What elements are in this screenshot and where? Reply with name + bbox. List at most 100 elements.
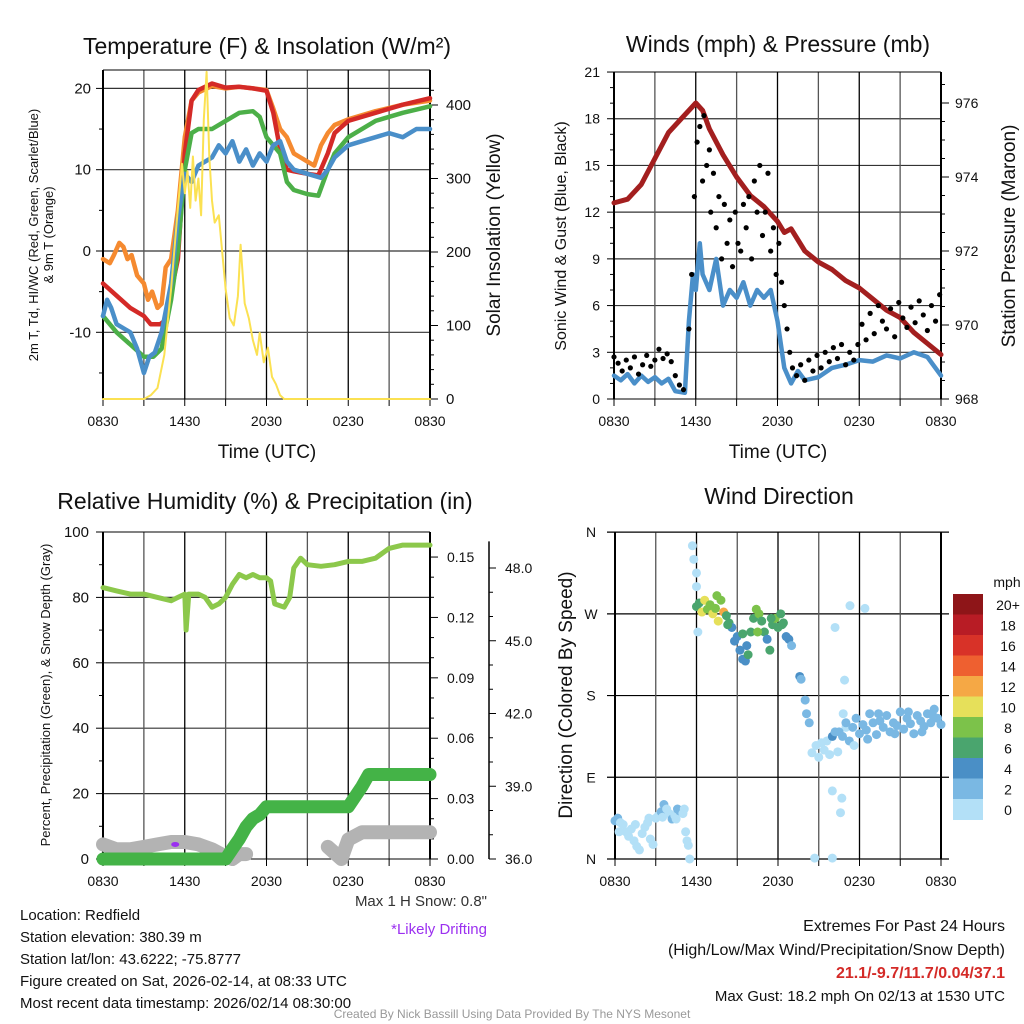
max-gust-text: Max Gust: 18.2 mph On 02/13 at 1530 UTC — [714, 988, 1005, 1005]
y-precip-tick-label: 0.12 — [447, 609, 474, 625]
x-tick-label: 1430 — [680, 413, 711, 429]
y-precip-tick-label: 0.00 — [447, 851, 474, 867]
gust-point — [615, 360, 621, 366]
gust-point — [735, 240, 741, 246]
gust-point — [773, 271, 779, 278]
gust-point — [887, 306, 894, 312]
x-tick-label: 0830 — [87, 873, 118, 889]
wind-direction-point — [827, 786, 837, 796]
gust-point — [843, 362, 849, 368]
gust-point — [631, 354, 638, 360]
series-line-hi-wc — [100, 126, 433, 376]
wind-direction-point — [630, 819, 640, 829]
wind-direction-point — [917, 727, 927, 737]
gust-point — [920, 312, 926, 318]
wind-direction-point — [865, 709, 875, 719]
gust-point — [699, 178, 706, 184]
gust-point — [660, 355, 666, 362]
wind-direction-point — [671, 814, 681, 824]
gust-point — [623, 357, 629, 363]
gust-point — [619, 368, 625, 374]
x-tick-label: 2030 — [251, 873, 282, 889]
wind-direction-point — [683, 840, 693, 850]
wind-direction-point — [903, 707, 913, 717]
colorbar-label: 16 — [1000, 638, 1016, 654]
wind-direction-point — [721, 611, 731, 621]
gust-point — [640, 362, 646, 368]
wind-direction-point — [753, 627, 763, 637]
y-right-tick-label: 0 — [446, 391, 454, 408]
gust-point — [818, 365, 824, 371]
colorbar-label: 10 — [1000, 700, 1016, 716]
gust-point — [867, 310, 873, 316]
gust-point — [708, 209, 714, 215]
y-right-tick-label: 200 — [446, 244, 471, 261]
gust-point — [892, 334, 898, 340]
gust-point — [664, 351, 670, 357]
gust-point — [701, 113, 707, 119]
y-snow-tick-label: 39.0 — [505, 778, 532, 794]
wind-direction-point — [759, 627, 769, 637]
colorbar-label: 12 — [1000, 679, 1016, 695]
gust-point — [932, 318, 939, 324]
x-tick-label: 1430 — [169, 873, 200, 889]
y-tick-label: N — [586, 524, 596, 540]
colorbar-swatch — [953, 799, 983, 820]
wind-direction-point — [692, 582, 701, 592]
x-tick-label: 0830 — [599, 873, 630, 889]
y-tick-label: W — [584, 606, 598, 622]
chart-title-temperature: Temperature (F) & Insolation (W/m²) — [83, 33, 451, 59]
wind-direction-point — [757, 616, 767, 626]
drifting-text: *Likely Drifting — [391, 921, 487, 938]
colorbar-swatch — [953, 758, 983, 779]
gust-point — [904, 324, 910, 330]
gust-point — [676, 382, 683, 388]
wind-direction-point — [658, 812, 668, 822]
gust-point — [611, 354, 617, 360]
gust-point — [789, 365, 796, 371]
x-tick-label: 0830 — [87, 413, 118, 429]
series-line-2m-t — [100, 81, 433, 327]
y-precip-tick-label: 0.09 — [447, 670, 474, 686]
gust-point — [686, 326, 692, 332]
wind-direction-point — [928, 711, 938, 721]
gust-point — [716, 193, 722, 200]
y-right-axis-label: Solar Insolation (Yellow) — [484, 133, 505, 336]
y-precip-tick-label: 0.03 — [447, 791, 474, 807]
colorbar-label: 8 — [1004, 720, 1012, 736]
gust-point — [859, 321, 865, 327]
colorbar-swatch — [953, 737, 983, 759]
x-tick-label: 0830 — [414, 413, 445, 429]
gust-point — [689, 271, 695, 278]
wind-direction-point — [742, 641, 752, 651]
wind-direction-point — [863, 734, 873, 744]
y-tick-label: -10 — [69, 324, 91, 341]
recent-timestamp-text: Most recent data timestamp: 2026/02/14 0… — [20, 995, 352, 1012]
wind-direction-point — [833, 747, 843, 757]
sonic-wind-line — [611, 241, 944, 396]
wind-direction-point — [851, 713, 861, 723]
wind-direction-point — [746, 627, 756, 637]
gust-point — [776, 240, 782, 246]
gust-point — [727, 217, 733, 223]
gust-point — [765, 170, 771, 176]
gust-point — [879, 318, 886, 324]
gust-point — [713, 225, 719, 231]
y-snow-tick-label: 42.0 — [505, 706, 532, 722]
gust-point — [724, 240, 730, 246]
gust-point — [928, 302, 935, 309]
latlon-text: Station lat/lon: 43.6222; -75.8777 — [20, 951, 242, 968]
gust-point — [896, 299, 902, 306]
wind-direction-point — [634, 845, 644, 855]
y-tick-label: 100 — [64, 524, 89, 541]
gust-point — [656, 346, 662, 352]
gust-point — [680, 387, 687, 393]
wind-direction-point — [692, 568, 701, 578]
gust-point — [847, 349, 853, 355]
wind-direction-point — [848, 722, 858, 732]
colorbar-swatch — [953, 635, 983, 656]
wind-direction-point — [802, 709, 812, 719]
x-tick-label: 1430 — [169, 413, 200, 429]
y-tick-label: 20 — [72, 786, 89, 803]
gust-point — [770, 225, 777, 231]
